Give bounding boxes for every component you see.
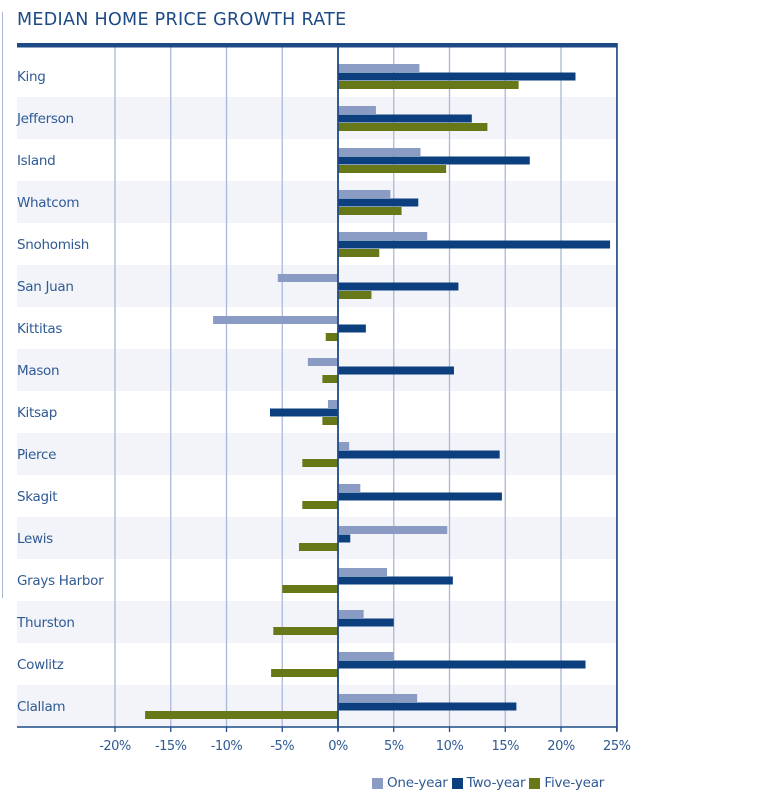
category-label: Whatcom: [17, 195, 79, 211]
bar-two-year-lewis: [338, 534, 351, 543]
bar-one-year-mason: [307, 358, 338, 366]
row-band: [17, 265, 617, 307]
row-band: [17, 181, 617, 223]
bar-two-year-cowlitz: [338, 660, 586, 669]
category-label: San Juan: [17, 279, 74, 295]
bar-five-year-clallam: [145, 711, 338, 719]
bar-one-year-skagit: [338, 484, 361, 492]
legend-label-two-year: Two-year: [466, 775, 526, 791]
category-label: Thurston: [16, 615, 75, 631]
bar-two-year-thurston: [338, 618, 394, 627]
bar-one-year-san-juan: [277, 274, 338, 282]
bar-one-year-kittitas: [213, 316, 338, 324]
bar-five-year-mason: [322, 375, 338, 383]
legend-swatch-one-year: [372, 777, 383, 789]
legend-swatch-five-year: [529, 777, 541, 789]
category-label: Cowlitz: [17, 657, 64, 673]
bar-two-year-snohomish: [338, 240, 611, 249]
x-tick-label: -5%: [270, 739, 294, 754]
bar-one-year-cowlitz: [338, 652, 394, 660]
category-label: Pierce: [17, 447, 56, 463]
row-band: [17, 601, 617, 643]
bar-one-year-jefferson: [338, 106, 376, 114]
bar-five-year-cowlitz: [271, 669, 338, 677]
bar-two-year-kitsap: [269, 408, 338, 417]
legend-label-one-year: One-year: [387, 775, 448, 791]
x-tick-label: -20%: [99, 739, 131, 754]
bar-five-year-skagit: [302, 501, 338, 509]
category-label: Lewis: [17, 531, 53, 547]
bar-five-year-san-juan: [338, 291, 372, 299]
x-tick-label: 0%: [328, 739, 348, 754]
legend: One-year Two-year Five-year: [372, 775, 608, 791]
bar-one-year-pierce: [338, 442, 350, 450]
x-tick-label: 10%: [436, 739, 464, 754]
bar-one-year-island: [338, 148, 421, 156]
bar-two-year-whatcom: [338, 198, 419, 207]
category-label: Mason: [17, 363, 59, 379]
bar-five-year-jefferson: [338, 123, 488, 131]
bar-five-year-lewis: [298, 543, 338, 551]
bar-two-year-mason: [338, 366, 454, 375]
x-tick-label: -10%: [211, 739, 243, 754]
bar-five-year-whatcom: [338, 207, 402, 215]
bar-five-year-pierce: [302, 459, 338, 467]
bar-five-year-kitsap: [322, 417, 338, 425]
row-band: [17, 517, 617, 559]
bar-one-year-kitsap: [327, 400, 338, 408]
top-rule: [17, 43, 617, 48]
category-label: King: [17, 69, 46, 85]
bar-five-year-thurston: [273, 627, 338, 635]
row-band: [17, 349, 617, 391]
bar-two-year-king: [338, 72, 576, 81]
category-label: Skagit: [17, 489, 57, 505]
x-tick-label: 5%: [384, 739, 404, 754]
bar-one-year-snohomish: [338, 232, 428, 240]
bar-one-year-whatcom: [338, 190, 391, 198]
category-label: Grays Harbor: [17, 573, 104, 589]
legend-item-five-year: Five-year: [529, 775, 604, 791]
category-label: Jefferson: [16, 111, 74, 127]
bar-five-year-kittitas: [325, 333, 338, 341]
bar-two-year-island: [338, 156, 530, 165]
bar-one-year-king: [338, 64, 420, 72]
category-label: Kittitas: [17, 321, 62, 337]
row-band: [17, 433, 617, 475]
x-tick-label: 15%: [492, 739, 520, 754]
row-band: [17, 685, 617, 727]
legend-label-five-year: Five-year: [544, 775, 605, 791]
x-tick-label: -15%: [155, 739, 187, 754]
chart-title: MEDIAN HOME PRICE GROWTH RATE: [17, 10, 347, 30]
bar-two-year-san-juan: [338, 282, 459, 291]
bar-five-year-snohomish: [338, 249, 380, 257]
left-border-rule: [2, 12, 3, 598]
category-label: Snohomish: [17, 237, 89, 253]
bar-two-year-clallam: [338, 702, 517, 711]
x-tick-label: 20%: [547, 739, 575, 754]
bar-five-year-grays-harbor: [282, 585, 338, 593]
category-label: Clallam: [17, 699, 65, 715]
bar-five-year-island: [338, 165, 447, 173]
legend-swatch-two-year: [451, 777, 463, 789]
row-band: [17, 97, 617, 139]
category-label: Island: [17, 153, 55, 169]
bar-one-year-clallam: [338, 694, 418, 702]
legend-item-two-year: Two-year: [451, 775, 526, 791]
bar-one-year-grays-harbor: [338, 568, 388, 576]
x-tick-label: 25%: [603, 739, 631, 754]
legend-item-one-year: One-year: [372, 775, 448, 791]
bar-one-year-thurston: [338, 610, 364, 618]
bar-two-year-kittitas: [338, 324, 366, 333]
bar-two-year-pierce: [338, 450, 500, 459]
bar-two-year-jefferson: [338, 114, 472, 123]
bar-one-year-lewis: [338, 526, 448, 534]
bar-two-year-grays-harbor: [338, 576, 453, 585]
bar-two-year-skagit: [338, 492, 502, 501]
bar-five-year-king: [338, 81, 519, 89]
category-label: Kitsap: [17, 405, 57, 421]
